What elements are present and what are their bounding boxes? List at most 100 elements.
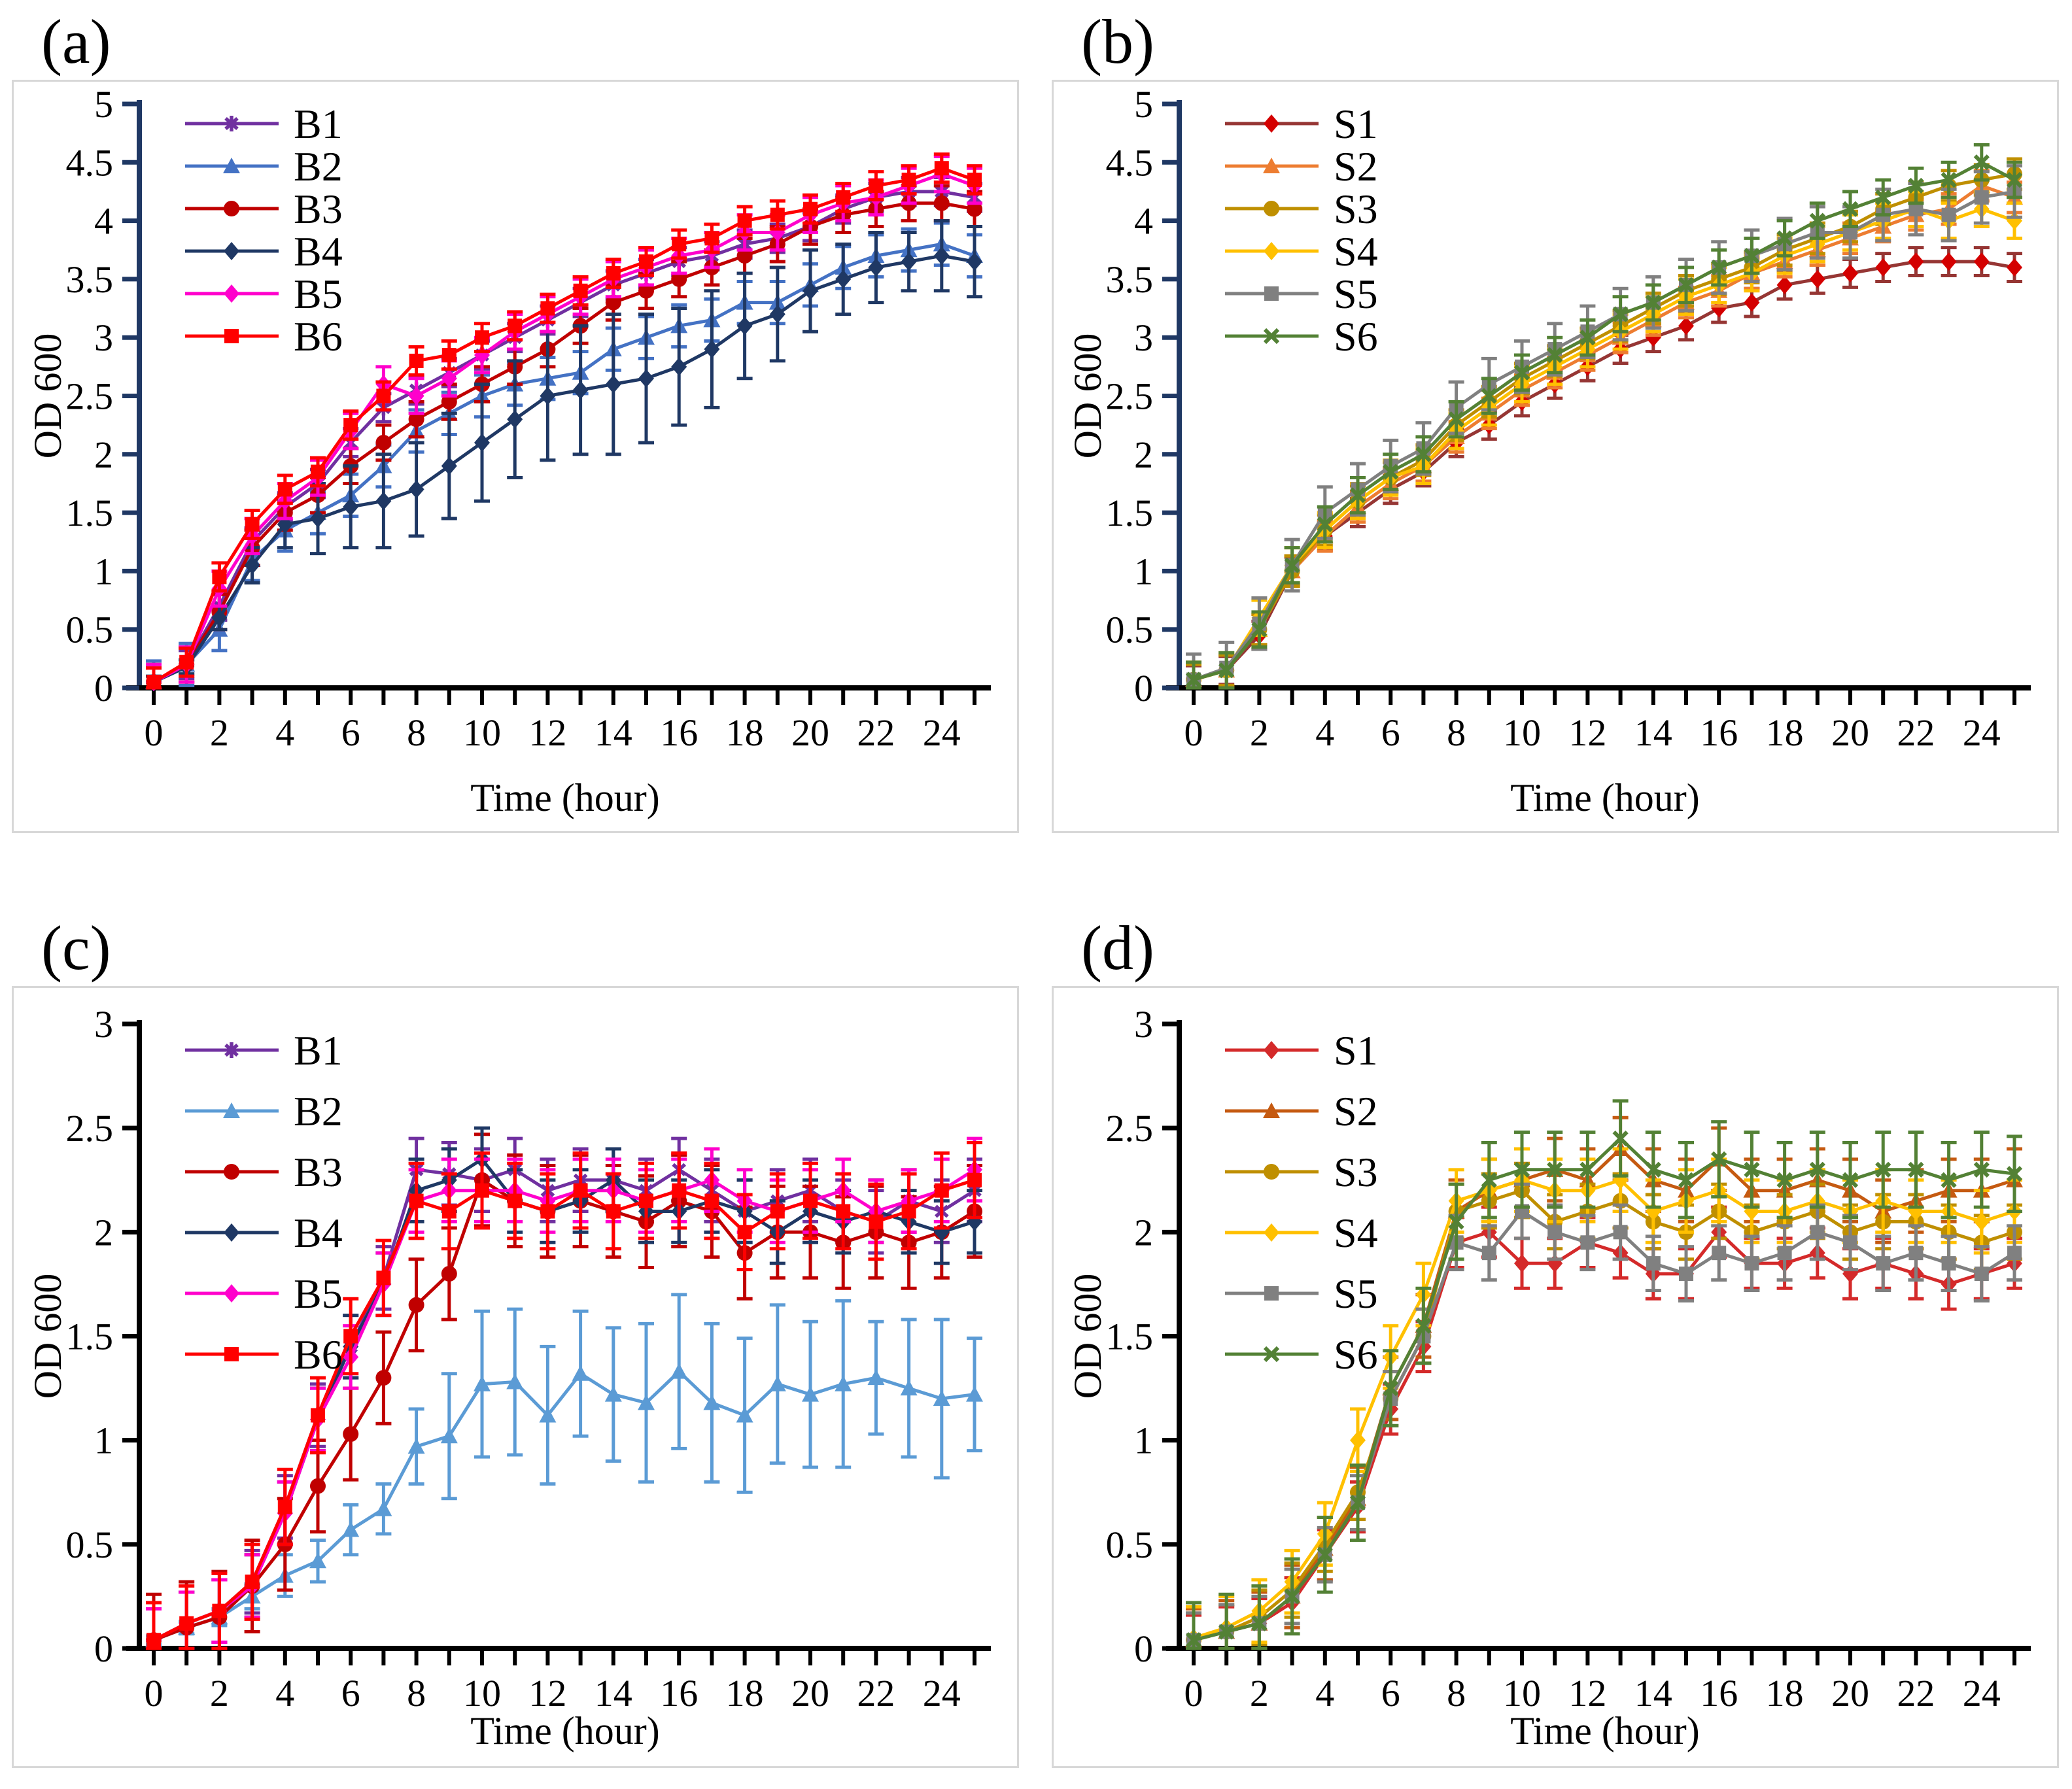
data-point	[342, 1521, 360, 1537]
data-point	[638, 369, 654, 388]
legend-label: B4	[294, 1210, 343, 1256]
series-S2	[1185, 169, 2023, 690]
data-point	[672, 1183, 687, 1198]
series-line-S3	[1193, 1188, 2015, 1642]
data-point	[803, 281, 818, 300]
data-point	[2007, 258, 2022, 277]
data-point	[179, 655, 194, 670]
data-point	[343, 418, 358, 433]
data-point	[1580, 1161, 1596, 1178]
data-point	[605, 294, 621, 311]
legend-item-B1: B1	[185, 101, 343, 147]
data-point	[1908, 177, 1924, 194]
data-point	[508, 1193, 523, 1208]
data-point	[868, 258, 884, 277]
data-point	[671, 357, 687, 376]
data-point	[375, 1500, 392, 1516]
legend-label: S2	[1334, 143, 1378, 190]
data-point	[1809, 1161, 1825, 1178]
legend-label: S6	[1334, 313, 1378, 360]
legend-item-S6: S6	[1225, 313, 1378, 360]
data-point	[311, 464, 325, 479]
panel-a-box: 0 0.5 1 1.5 2 2.5 3 3.5 4 4.5 5 0 2 4 6 8 10 12 14 16 18 20 22…	[12, 80, 1019, 833]
series-line-B2	[153, 1369, 975, 1642]
data-point	[408, 480, 424, 499]
data-point	[1776, 1172, 1793, 1188]
legend-label: B5	[294, 1270, 343, 1317]
y-tick-label: 3	[94, 1003, 113, 1046]
legend-item-S5: S5	[1225, 271, 1378, 317]
x-tick-label: 0	[1184, 1672, 1203, 1714]
x-tick-label: 6	[1381, 1672, 1400, 1714]
x-tick-label: 2	[1250, 1672, 1269, 1714]
x-tick-label: 12	[528, 711, 566, 754]
legend-item-S1: S1	[1225, 1027, 1378, 1074]
data-point	[147, 1633, 161, 1648]
data-point	[966, 1386, 983, 1402]
data-point	[1251, 621, 1268, 638]
data-point	[408, 386, 424, 405]
data-point	[768, 1375, 786, 1391]
legend-item-B3: B3	[185, 186, 343, 232]
data-point	[835, 1375, 852, 1391]
y-axis-title: OD 600	[1066, 333, 1109, 459]
y-tick-label: 0	[94, 1627, 113, 1670]
y-tick-label: 2.5	[66, 375, 114, 418]
data-point	[606, 1204, 621, 1219]
panel-a-label: (a)	[41, 7, 111, 77]
y-tick-label: 0	[1134, 667, 1153, 709]
data-point	[441, 394, 457, 410]
y-tick-label: 2	[1134, 1211, 1153, 1253]
series-B3	[146, 1133, 982, 1650]
panel-b-label: (b)	[1081, 7, 1154, 77]
data-point	[901, 252, 917, 271]
x-tick-label: 16	[1700, 711, 1738, 754]
y-tick-label: 2.5	[1106, 1107, 1154, 1150]
panel-b-box: 0 0.5 1 1.5 2 2.5 3 3.5 4 4.5 5 0 2 4 6 8 10 12 14 16 18 20 22…	[1052, 80, 2059, 833]
data-point	[1645, 294, 1661, 311]
data-point	[967, 1212, 982, 1231]
data-point	[376, 1270, 391, 1286]
data-point	[1218, 1624, 1235, 1640]
x-tick-label: 10	[463, 1672, 501, 1714]
data-point	[1645, 1161, 1661, 1178]
data-point	[670, 1363, 688, 1379]
legend-label: S6	[1334, 1331, 1378, 1378]
data-point	[836, 1204, 851, 1219]
data-point	[1547, 347, 1563, 364]
data-point	[343, 1426, 359, 1442]
data-point	[638, 282, 654, 299]
data-point	[639, 254, 653, 269]
data-point	[147, 675, 161, 690]
data-point	[1251, 1615, 1268, 1631]
x-tick-label: 16	[660, 711, 698, 754]
data-point	[770, 207, 785, 222]
data-point	[836, 190, 851, 205]
data-point	[1908, 201, 1924, 216]
data-point	[310, 1478, 326, 1494]
legend-item-B1: B1	[185, 1027, 343, 1074]
legend-item-B6: B6	[185, 313, 343, 360]
data-point	[803, 1193, 818, 1208]
data-point	[1941, 1256, 1956, 1271]
x-tick-label: 14	[595, 1672, 632, 1714]
x-tick-label: 6	[341, 1672, 360, 1714]
data-point	[1415, 1318, 1432, 1334]
data-point	[1908, 1161, 1924, 1178]
y-tick-label: 4	[1134, 200, 1153, 243]
data-point	[1711, 1151, 1727, 1168]
data-point	[343, 1329, 358, 1344]
data-point	[1513, 364, 1530, 381]
data-point	[604, 1386, 622, 1402]
figure-row-top: (a) 0 0.5 1 1.5 2 2.5 3 3.5 4 4.5 5 0 2 4 6 8 10 12 14 16 18…	[12, 4, 2072, 833]
x-tick-label: 12	[528, 1672, 566, 1714]
legend-item-B2: B2	[185, 1088, 343, 1134]
legend-item-S6: S6	[1225, 1331, 1378, 1378]
series-B6	[146, 1140, 982, 1650]
data-point	[572, 381, 589, 400]
axes: 00.511.522.533.544.550 2 4 6 8 10 12 14 16 18 20 22…	[66, 83, 991, 754]
